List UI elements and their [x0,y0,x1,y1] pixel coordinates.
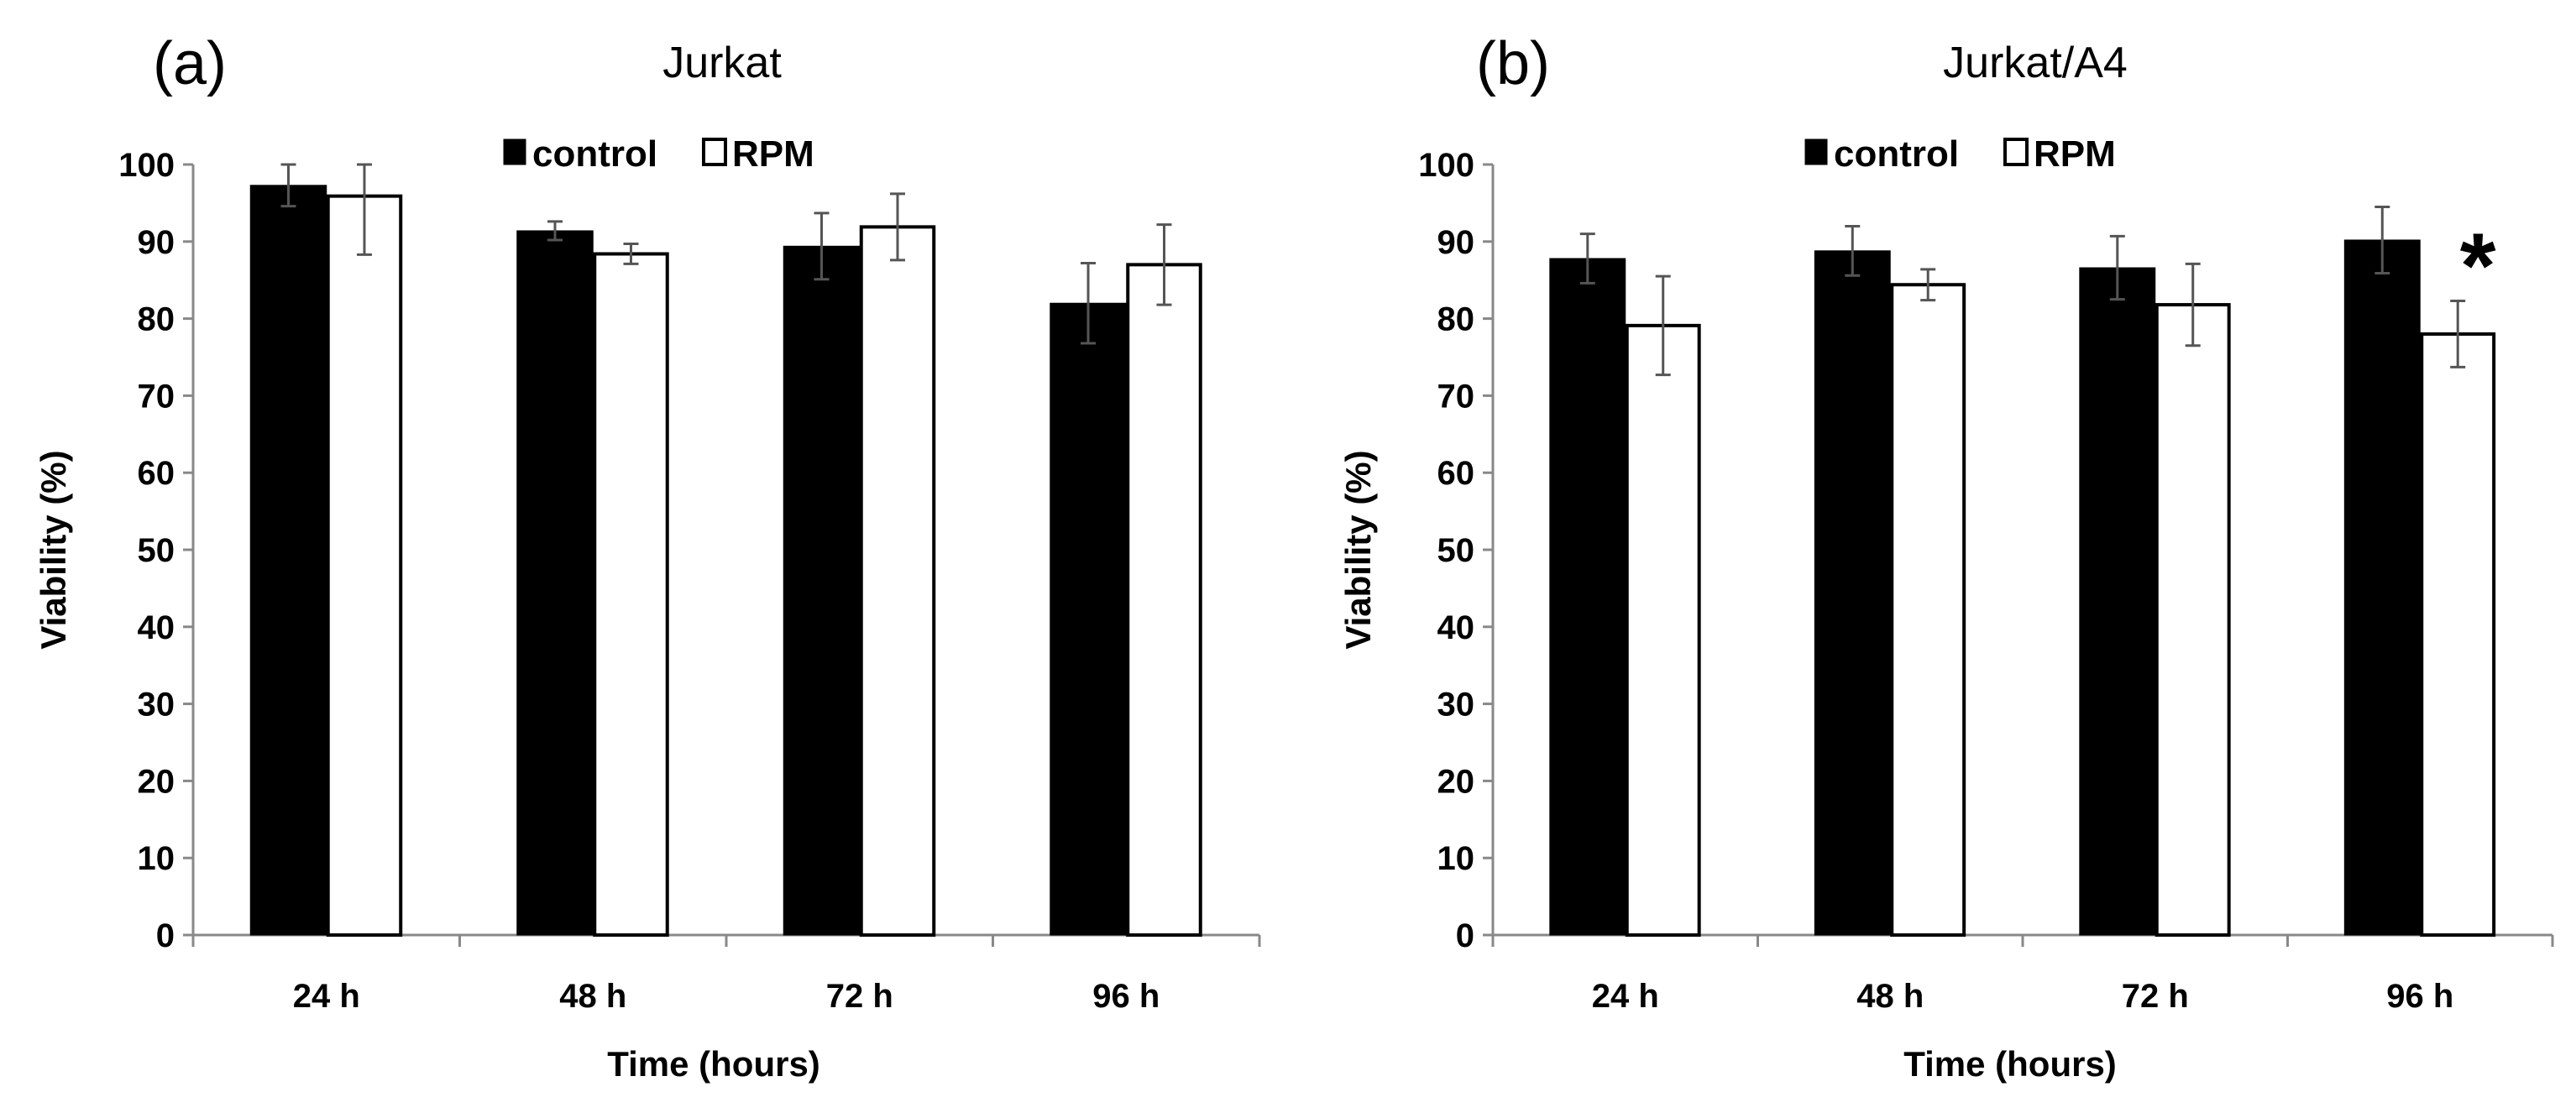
bar-RPM-1 [1890,283,1966,937]
bar-control-1 [516,230,594,936]
panel-b: (b) Jurkat/A4 0 10 20 30 40 50 60 70 80 90 100 24 h 48… [1338,30,2554,1084]
legend-label-control: control [532,133,657,175]
legend-label-control: control [1834,133,1959,175]
bar-RPM-2 [859,225,936,938]
y-tick-label: 0 [156,917,175,954]
bar-RPM-3 [2420,332,2496,937]
legend-swatch-control [503,138,526,165]
bar-RPM-2 [2155,303,2231,937]
y-tick-label: 100 [118,147,175,184]
bar-control-2 [2079,267,2156,936]
x-category-label: 48 h [559,978,626,1015]
y-tick-label: 30 [1437,687,1475,724]
legend-label-RPM: RPM [2034,133,2116,175]
y-tick-label: 10 [1437,840,1475,877]
y-tick-label: 90 [138,224,175,261]
legend-swatch-RPM [702,138,727,166]
chart-title: Jurkat/A4 [1943,39,2128,87]
bar-control-3 [2343,239,2421,936]
x-category-label: 24 h [1592,978,1659,1015]
y-tick-label: 90 [1437,224,1475,261]
y-axis-title: Viability (%) [1338,450,1378,649]
y-tick-label: 80 [1437,301,1475,338]
y-tick-label: 10 [138,840,175,877]
bar-RPM-3 [1126,263,1202,937]
y-tick-label: 80 [138,301,175,338]
bar-control-1 [1814,250,1891,936]
x-category-label: 48 h [1856,978,1924,1015]
x-category-label: 24 h [293,978,360,1015]
y-tick-label: 20 [1437,763,1475,800]
x-category-label: 72 h [2122,978,2189,1015]
y-tick-label: 70 [138,378,175,415]
legend-swatch-RPM [2003,138,2029,166]
y-tick-label: 0 [1456,917,1474,954]
y-tick-label: 60 [1437,455,1475,492]
x-category-label: 96 h [2386,978,2453,1015]
y-tick-label: 40 [1437,609,1475,646]
bar-control-2 [783,245,861,936]
significance-star: * [2460,214,2496,317]
y-tick-label: 30 [138,687,175,724]
bar-RPM-0 [1625,323,1701,937]
y-tick-label: 40 [138,609,175,646]
panel-a: (a) Jurkat 0 10 20 30 40 50 60 70 80 90 100 24 h 48 h 7… [34,30,1261,1084]
y-tick-label: 60 [138,455,175,492]
y-tick-label: 100 [1418,147,1474,184]
bar-RPM-0 [326,194,403,937]
bar-RPM-1 [593,252,669,938]
y-tick-label: 50 [1437,532,1475,569]
bar-control-0 [1549,258,1626,936]
x-category-label: 96 h [1092,978,1160,1015]
legend-label-RPM: RPM [732,133,814,175]
x-axis-title: Time (hours) [607,1044,820,1084]
y-tick-label: 20 [138,763,175,800]
chart-title: Jurkat [662,39,782,87]
y-axis-title: Viability (%) [34,450,73,649]
bar-control-0 [249,185,327,936]
legend-swatch-control [1804,138,1828,165]
y-tick-label: 50 [138,532,175,569]
panel-label: (b) [1476,30,1550,97]
bar-control-3 [1050,302,1127,936]
x-axis-title: Time (hours) [1903,1044,2117,1084]
x-category-label: 72 h [826,978,893,1015]
panel-label: (a) [153,30,227,97]
y-tick-label: 70 [1437,378,1475,415]
